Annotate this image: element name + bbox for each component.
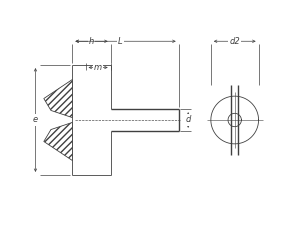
Text: e: e bbox=[33, 115, 38, 125]
Polygon shape bbox=[44, 122, 73, 161]
Text: d2: d2 bbox=[229, 37, 240, 46]
Text: m: m bbox=[94, 63, 102, 72]
Polygon shape bbox=[44, 79, 73, 118]
Text: h: h bbox=[89, 37, 94, 46]
Text: L: L bbox=[118, 37, 122, 46]
Text: d: d bbox=[185, 115, 191, 125]
